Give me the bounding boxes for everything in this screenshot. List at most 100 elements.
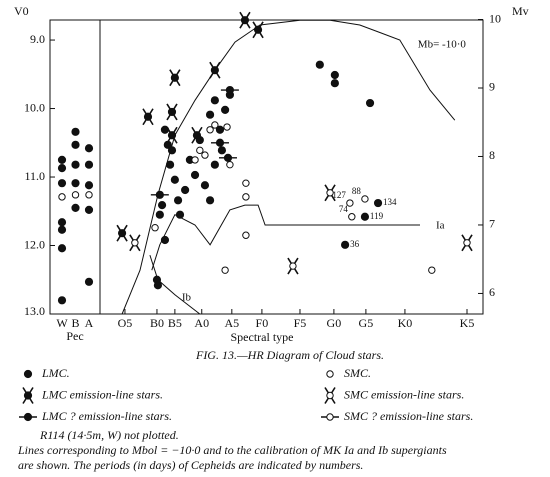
marker-emission-filled	[209, 61, 221, 79]
marker-filled	[57, 155, 67, 165]
marker-dot	[289, 262, 297, 270]
marker-emission-filled	[166, 126, 178, 144]
y-tick-label: 9.0	[30, 32, 45, 46]
marker-filled	[173, 196, 183, 205]
legend-item: SMC ? emission-line stars.	[321, 409, 473, 423]
marker-filled	[155, 210, 164, 219]
marker-dot	[226, 160, 234, 169]
y2-tick-label: 8	[489, 148, 495, 162]
legend-item: SMC emission-line stars.	[324, 387, 464, 404]
marker-filled	[365, 98, 375, 108]
marker-dot	[71, 179, 80, 188]
marker-dot	[201, 151, 209, 159]
marker-dot	[170, 73, 179, 82]
pec-category-label: W	[56, 316, 68, 330]
note: are shown. The periods (in days) of Ceph…	[18, 458, 363, 472]
marker-filled	[57, 244, 67, 253]
marker-dot	[428, 266, 436, 274]
marker-emission-filled	[191, 126, 203, 144]
legend-label: LMC.	[41, 366, 70, 380]
x-tick-label: F0	[256, 316, 269, 330]
marker-emission-open	[129, 234, 141, 252]
curve	[121, 19, 456, 315]
marker-dot	[167, 146, 177, 155]
marker-filled	[157, 201, 167, 210]
marker-filled	[71, 160, 80, 169]
marker-query-filled	[19, 412, 37, 422]
marker-emission-open	[324, 387, 336, 404]
marker-dot	[210, 96, 219, 105]
marker-filled	[84, 205, 94, 214]
marker-open	[226, 160, 234, 169]
marker-dot	[57, 164, 67, 173]
marker-dot	[326, 413, 334, 421]
plot-frame	[49, 19, 484, 315]
marker-dot	[57, 244, 67, 253]
marker-open	[242, 193, 250, 201]
legend-label: LMC emission-line stars.	[41, 387, 163, 401]
marker-dot	[215, 125, 225, 134]
y-tick-label: 13.0	[24, 304, 45, 318]
marker-dot	[346, 199, 354, 207]
marker-filled	[71, 203, 80, 212]
marker-dot	[191, 156, 199, 164]
marker-filled	[360, 212, 370, 221]
marker-filled	[210, 160, 219, 169]
marker-filled	[71, 140, 80, 149]
marker-filled	[315, 60, 324, 69]
marker-dot	[190, 170, 200, 180]
marker-dot	[117, 229, 127, 238]
marker-dot	[242, 193, 250, 201]
marker-dot	[181, 185, 190, 195]
marker-open	[71, 191, 80, 199]
marker-open	[206, 126, 214, 134]
marker-emission-open	[324, 184, 336, 202]
pec-category-label: B	[71, 316, 79, 330]
marker-dot	[215, 138, 225, 147]
marker-dot	[57, 218, 67, 227]
marker-query-filled	[210, 138, 229, 147]
note: Lines corresponding to Mbol = −10·0 and …	[17, 443, 447, 457]
legend-label: SMC ? emission-line stars.	[344, 409, 473, 423]
legend-label: LMC ? emission-line stars.	[41, 409, 172, 423]
marker-dot	[221, 266, 229, 274]
marker-dot	[57, 155, 67, 165]
marker-query-open	[321, 413, 339, 421]
pec-label: Pec	[66, 329, 83, 343]
marker-emission-filled	[166, 103, 178, 121]
x-tick-label: A0	[194, 316, 209, 330]
curve	[149, 254, 201, 315]
marker-dot	[221, 105, 230, 115]
marker-open	[211, 121, 219, 129]
marker-dot	[463, 239, 471, 247]
legend-label: SMC.	[344, 366, 371, 380]
marker-dot	[85, 191, 93, 199]
marker-dot	[242, 231, 250, 239]
marker-dot	[153, 281, 163, 290]
marker-emission-open	[461, 234, 473, 252]
marker-open	[191, 156, 199, 164]
marker-dot	[170, 175, 179, 184]
marker-dot	[173, 196, 183, 205]
pec-category-label: A	[85, 316, 94, 330]
curve-label: Ia	[436, 219, 445, 231]
x-tick-label: G5	[359, 316, 374, 330]
x-tick-label: A5	[224, 316, 239, 330]
marker-dot	[58, 193, 66, 201]
marker-dot	[192, 131, 202, 140]
marker-filled	[167, 146, 177, 155]
marker-dot	[160, 235, 170, 245]
marker-dot	[175, 210, 185, 219]
x-tick-label: B5	[168, 316, 182, 330]
marker-dot	[57, 225, 67, 234]
marker-query-filled	[150, 190, 169, 199]
marker-emission-filled	[22, 387, 34, 404]
marker-dot	[326, 391, 334, 400]
marker-dot	[361, 195, 369, 203]
marker-dot	[315, 60, 324, 69]
legend-item: LMC.	[23, 366, 70, 380]
marker-open	[242, 231, 250, 239]
period-label: 74	[339, 204, 349, 214]
marker-filled	[373, 198, 383, 208]
